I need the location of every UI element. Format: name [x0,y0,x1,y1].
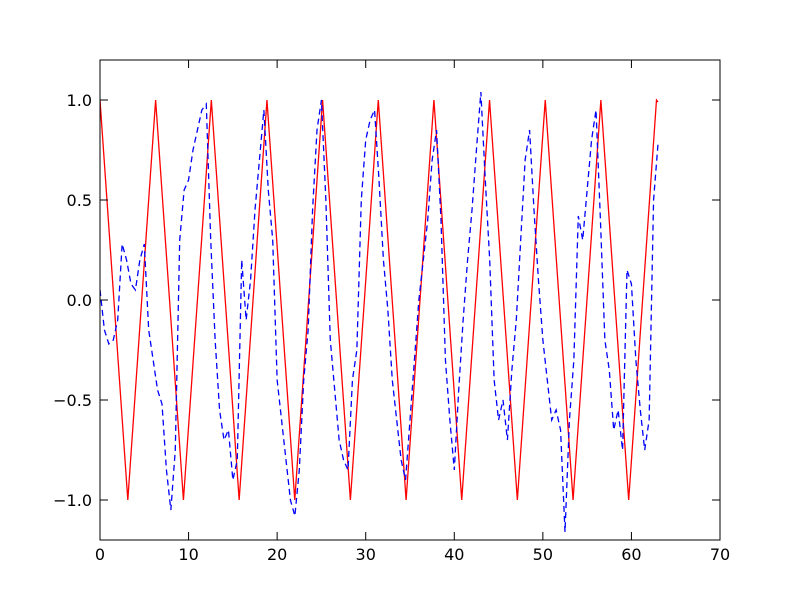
tick-layer: 0 10 20 30 40 50 60 70 −1.0 −0.5 0.0 0.5 1.0 [53,60,730,564]
x-tick-label: 60 [621,545,641,564]
x-tick-label: 10 [178,545,198,564]
y-tick-label: −1.0 [53,491,92,510]
y-tick-label: 0.0 [67,291,92,310]
x-tick-label: 70 [710,545,730,564]
x-tick-label: 0 [95,545,105,564]
series-line-1 [100,91,659,533]
series-layer [100,91,659,533]
y-tick-label: 0.5 [67,191,92,210]
x-tick-label: 50 [533,545,553,564]
series-line-0 [100,98,659,501]
x-tick-label: 30 [356,545,376,564]
x-tick-label: 20 [267,545,287,564]
y-tick-label: 1.0 [67,91,92,110]
x-tick-label: 40 [444,545,464,564]
y-tick-label: −0.5 [53,391,92,410]
